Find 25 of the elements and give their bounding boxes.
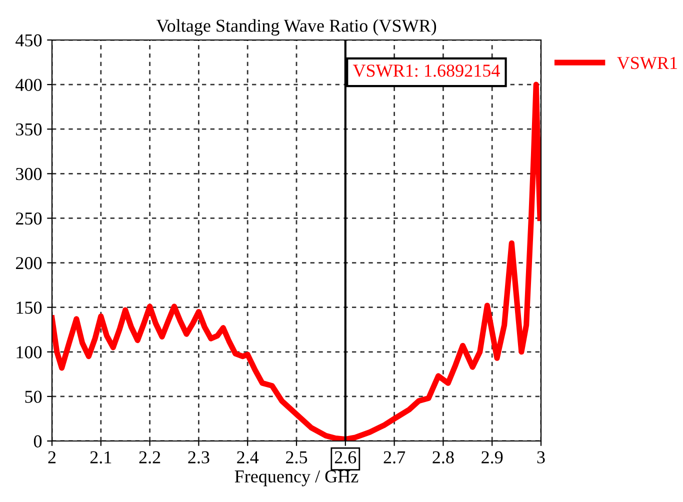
x-tick-label: 2 — [48, 451, 56, 464]
y-tick-label: 350 — [16, 123, 42, 136]
y-tick-label: 250 — [16, 212, 42, 225]
y-tick-label: 450 — [16, 34, 42, 46]
x-axis-title: Frequency / GHz — [234, 470, 358, 486]
x-tick-label: 2.4 — [237, 451, 259, 464]
annotation: VSWR1: 1.6892154 — [352, 64, 500, 77]
x-tick-label: 2.2 — [139, 451, 160, 464]
legend-label: VSWR1 — [617, 56, 677, 70]
x-tick-label: 2.9 — [482, 451, 503, 464]
y-tick-label: 0 — [34, 435, 42, 448]
chart-title: Voltage Standing Wave Ratio (VSWR) — [156, 19, 436, 36]
x-tick-label: 2.6 — [334, 451, 356, 464]
x-tick-label: 2.3 — [188, 451, 210, 464]
x-tick-label: 2.5 — [286, 451, 308, 464]
y-tick-label: 300 — [16, 168, 42, 180]
y-tick-label: 100 — [16, 346, 42, 358]
y-tick-label: 200 — [16, 257, 42, 270]
y-tick-label: 400 — [16, 78, 42, 91]
y-tick-label: 150 — [16, 302, 42, 314]
y-tick-label: 50 — [25, 390, 42, 403]
x-tick-label: 2.1 — [90, 451, 112, 464]
x-tick-label: 3 — [537, 451, 545, 464]
x-tick-label: 2.8 — [432, 451, 454, 464]
x-tick-label: 2.7 — [384, 451, 406, 464]
